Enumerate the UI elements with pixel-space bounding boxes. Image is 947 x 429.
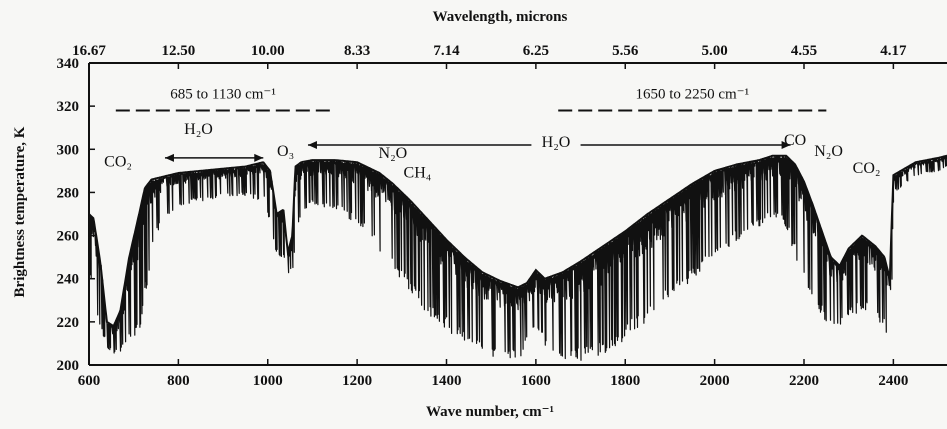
spectrum-series (88, 154, 947, 361)
x-tick-label: 2200 (789, 373, 819, 389)
annotation-arrow-head (164, 153, 174, 162)
x2-tick-label: 4.17 (880, 43, 907, 59)
species-label-co2: CO₂ (104, 154, 132, 171)
y-tick-label: 200 (57, 358, 80, 374)
top-axis-label: Wavelength, microns (433, 9, 568, 25)
x2-tick-label: 7.14 (433, 43, 460, 59)
y-tick-label: 240 (57, 272, 80, 288)
species-label-n2o: N₂O (379, 145, 408, 162)
x-tick-label: 800 (167, 373, 190, 389)
x-axis-label: Wave number, cm⁻¹ (426, 404, 554, 420)
x-tick-label: 1600 (521, 373, 551, 389)
x2-tick-label: 8.33 (344, 43, 370, 59)
annotation-arrow-head (781, 140, 791, 149)
x-tick-label: 1000 (253, 373, 283, 389)
x-tick-label: 600 (78, 373, 101, 389)
y-tick-label: 260 (57, 229, 80, 245)
x2-tick-label: 4.55 (791, 43, 817, 59)
x2-tick-label: 10.00 (251, 43, 285, 59)
x-tick-label: 2000 (700, 373, 730, 389)
annotation-arrow-head (254, 153, 264, 162)
band-label: 1650 to 2250 cm⁻¹ (635, 86, 749, 102)
x-tick-label: 1400 (432, 373, 462, 389)
x2-tick-label: 5.00 (702, 43, 728, 59)
species-label-h2o: H₂O (542, 134, 571, 151)
y-tick-label: 320 (57, 99, 80, 115)
x2-tick-label: 5.56 (612, 43, 639, 59)
x2-tick-label: 6.25 (523, 43, 549, 59)
spectrum-envelope (88, 154, 947, 328)
annotation-arrow-head (307, 140, 317, 149)
species-label-co2: CO₂ (853, 160, 881, 177)
y-axis-label: Brightness temperature, K (12, 126, 28, 297)
x-tick-label: 1200 (342, 373, 372, 389)
x2-tick-label: 16.67 (72, 43, 106, 59)
species-label-h2o: H₂O (184, 121, 213, 138)
y-tick-label: 340 (57, 56, 80, 72)
y-tick-label: 280 (57, 185, 80, 201)
band-label: 685 to 1130 cm⁻¹ (170, 86, 276, 102)
x-tick-label: 2400 (878, 373, 908, 389)
x2-tick-label: 12.50 (162, 43, 196, 59)
y-tick-label: 300 (57, 142, 80, 158)
species-label-ch4: CH₄ (404, 164, 432, 181)
y-tick-label: 220 (57, 315, 80, 331)
x-tick-label: 1800 (610, 373, 640, 389)
species-label-n2o: N₂O (814, 143, 843, 160)
spectrum-line (88, 155, 947, 361)
species-label-o3: O₃ (277, 143, 294, 160)
